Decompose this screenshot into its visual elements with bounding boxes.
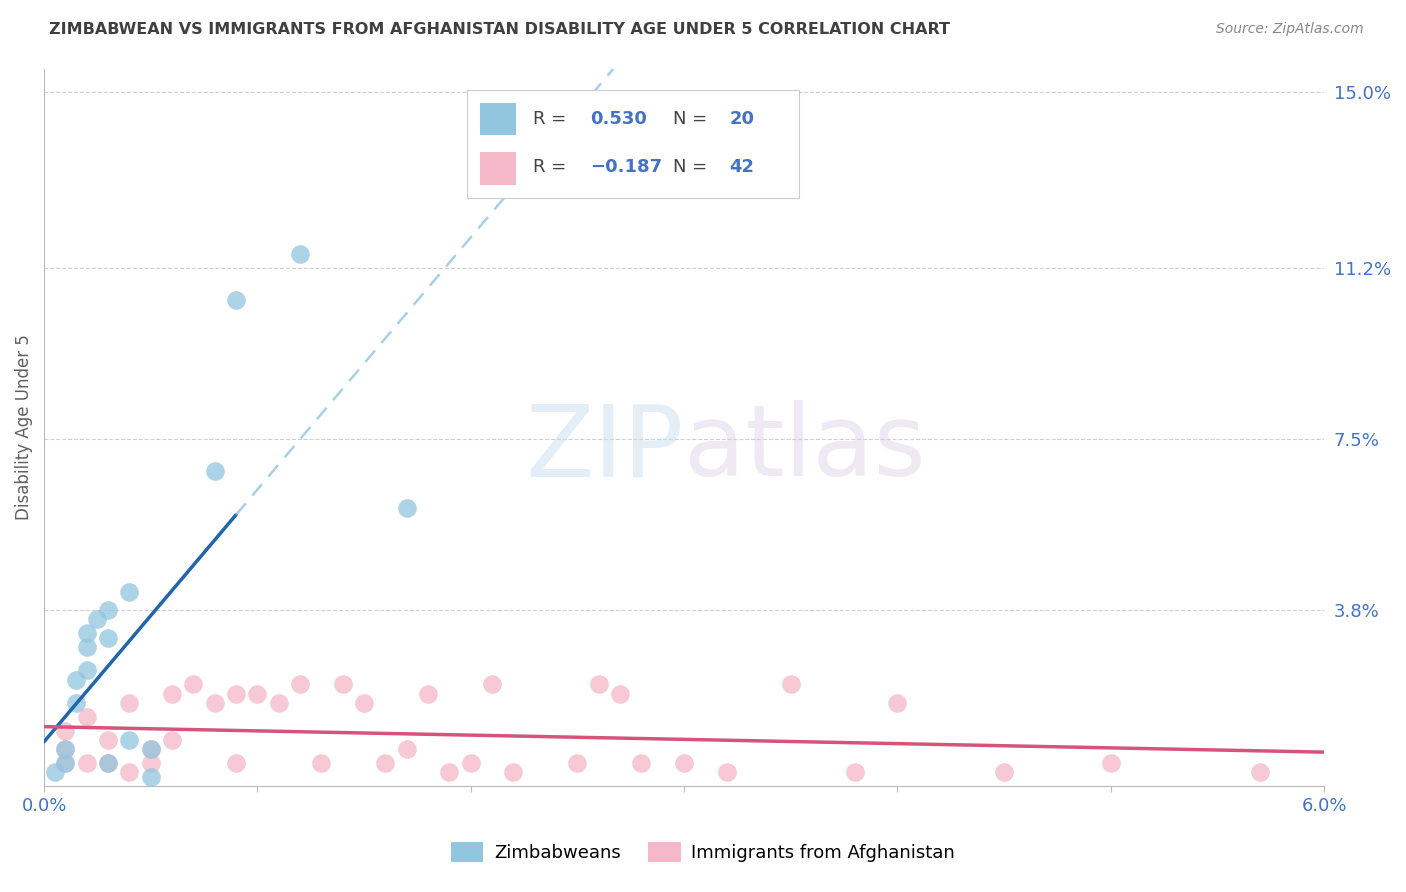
Point — [55, 756, 77, 770]
Point — [1099, 756, 1122, 770]
Point — [55, 723, 77, 738]
Point — [76, 709, 98, 723]
Point — [97, 756, 120, 770]
Point — [460, 756, 482, 770]
Point — [395, 742, 418, 756]
Point — [76, 640, 98, 655]
Point — [55, 756, 77, 770]
Point — [439, 765, 461, 780]
Point — [65, 696, 87, 710]
Point — [395, 501, 418, 516]
Point — [630, 756, 652, 770]
Point — [374, 756, 396, 770]
Point — [139, 742, 162, 756]
Point — [76, 626, 98, 640]
Point — [267, 696, 290, 710]
Point — [716, 765, 738, 780]
Point — [204, 464, 226, 478]
Point — [97, 603, 120, 617]
Point — [118, 584, 141, 599]
Point — [97, 756, 120, 770]
Point — [118, 732, 141, 747]
Y-axis label: Disability Age Under 5: Disability Age Under 5 — [15, 334, 32, 520]
Point — [993, 765, 1015, 780]
Point — [160, 732, 183, 747]
Point — [118, 765, 141, 780]
Text: ZIP: ZIP — [526, 401, 685, 498]
Legend: Zimbabweans, Immigrants from Afghanistan: Zimbabweans, Immigrants from Afghanistan — [444, 834, 962, 870]
Point — [588, 677, 610, 691]
Point — [416, 687, 439, 701]
Point — [886, 696, 908, 710]
Point — [86, 612, 108, 626]
Point — [139, 742, 162, 756]
Point — [139, 756, 162, 770]
Point — [97, 732, 120, 747]
Point — [118, 696, 141, 710]
Point — [76, 664, 98, 678]
Point — [1249, 765, 1271, 780]
Point — [183, 677, 205, 691]
Text: Source: ZipAtlas.com: Source: ZipAtlas.com — [1216, 22, 1364, 37]
Point — [97, 631, 120, 645]
Point — [225, 756, 247, 770]
Point — [353, 696, 375, 710]
Text: atlas: atlas — [685, 401, 925, 498]
Point — [204, 696, 226, 710]
Point — [844, 765, 866, 780]
Point — [76, 756, 98, 770]
Point — [246, 687, 269, 701]
Point — [139, 770, 162, 784]
Point — [65, 673, 87, 687]
Point — [225, 687, 247, 701]
Point — [225, 293, 247, 307]
Point — [502, 765, 524, 780]
Point — [288, 677, 311, 691]
Point — [673, 756, 696, 770]
Point — [160, 687, 183, 701]
Point — [481, 677, 503, 691]
Point — [567, 756, 589, 770]
Point — [55, 742, 77, 756]
Point — [288, 246, 311, 260]
Point — [44, 765, 66, 780]
Point — [311, 756, 333, 770]
Point — [609, 687, 631, 701]
Point — [779, 677, 801, 691]
Text: ZIMBABWEAN VS IMMIGRANTS FROM AFGHANISTAN DISABILITY AGE UNDER 5 CORRELATION CHA: ZIMBABWEAN VS IMMIGRANTS FROM AFGHANISTA… — [49, 22, 950, 37]
Point — [332, 677, 354, 691]
Point — [55, 742, 77, 756]
